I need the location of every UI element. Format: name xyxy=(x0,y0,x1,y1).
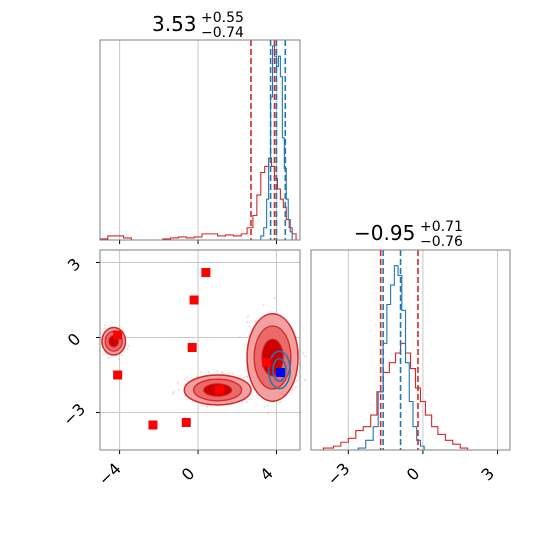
panel2-sample-dot xyxy=(238,335,241,338)
panel2-sample-dot xyxy=(304,379,307,382)
panel2-sample-dot xyxy=(185,376,188,379)
panel3-x-tick-label-2: 3 xyxy=(477,464,498,485)
panel2-sample-dot xyxy=(200,371,203,374)
panel2-sample-dot xyxy=(221,372,224,375)
panel2-sample-dot xyxy=(267,412,270,415)
panel2-sample-dot xyxy=(216,370,219,373)
panel2-blue-contour-inner-0 xyxy=(272,357,287,383)
panel2-red-marker-0 xyxy=(201,268,211,277)
panel3-title-plus: +0.71 xyxy=(420,219,463,235)
panel2-sample-dot xyxy=(291,388,294,391)
panel3-x-tick-label-1: 0 xyxy=(403,464,424,485)
panel2-sample-dot xyxy=(126,348,129,351)
panel2-sample-dot xyxy=(107,356,110,359)
panel2-sample-dot xyxy=(195,375,198,378)
panel2-sample-dot xyxy=(200,404,203,407)
panel3-frame xyxy=(310,249,511,451)
panel2-sample-dot xyxy=(177,381,180,384)
panel2-sample-dot xyxy=(241,400,244,403)
panel2-sample-dot xyxy=(172,392,175,395)
panel2-sample-dot xyxy=(246,315,249,318)
joint-contour-panel: −4 0 4 −3 0 3 xyxy=(59,249,307,489)
panel2-sample-dot xyxy=(117,357,120,360)
panel2-frame xyxy=(99,249,301,451)
panel2-red-marker-1 xyxy=(189,295,199,305)
panel2-sample-dot xyxy=(172,391,175,394)
panel2-red-marker-2 xyxy=(113,330,123,340)
panel2-sample-dot xyxy=(296,379,299,382)
panel3-red-hist-series xyxy=(322,342,472,451)
panel2-red-marker-8 xyxy=(148,420,158,430)
panel2-sample-dot xyxy=(279,400,282,403)
panel2-sample-dot xyxy=(207,370,210,373)
panel2-sample-dot xyxy=(245,401,248,404)
panel2-sample-dot xyxy=(177,388,180,391)
panel1-blue-hist-series xyxy=(260,45,297,241)
panel2-sample-dot xyxy=(120,353,123,356)
panel2-sample-dot xyxy=(103,327,106,330)
panel2-y-tick-label-1: 0 xyxy=(64,329,85,350)
marginal-hist-x-panel xyxy=(99,39,301,244)
panel2-x-tick-label-1: 0 xyxy=(178,464,199,485)
panel2-sample-dot xyxy=(294,386,297,389)
panel2-sample-dot xyxy=(127,344,130,347)
panel2-sample-dot xyxy=(304,355,307,358)
panel2-sample-dot xyxy=(183,378,186,381)
panel2-x-tick-label-2: 4 xyxy=(256,464,277,485)
panel2-sample-dot xyxy=(206,405,209,408)
panel2-sample-dot xyxy=(274,412,277,415)
panel2-sample-dot xyxy=(104,324,107,327)
panel2-sample-dot xyxy=(243,375,246,378)
panel3-title: −0.95 xyxy=(354,221,415,245)
panel2-sample-dot xyxy=(273,296,276,299)
panel2-x-tick-label-0: −4 xyxy=(95,459,125,489)
panel2-sample-dot xyxy=(262,304,265,307)
panel2-sample-dot xyxy=(102,353,105,356)
panel1-title-plus: +0.55 xyxy=(201,10,244,26)
panel3-title-value: −0.95 xyxy=(354,221,415,245)
panel2-red-marker-6 xyxy=(262,358,272,367)
panel2-sample-dot xyxy=(266,404,269,407)
panel1-title-minus: −0.74 xyxy=(201,25,244,41)
panel2-sample-dot xyxy=(246,321,249,324)
panel2-red-marker-5 xyxy=(215,385,225,395)
panel2-sample-dot xyxy=(111,321,114,324)
panel1-title: 3.53 xyxy=(152,12,197,36)
panel3-x-tick-label-0: −3 xyxy=(323,459,353,489)
panel3-title-minus: −0.76 xyxy=(420,234,463,250)
panel2-sample-dot xyxy=(248,398,251,401)
panel2-sample-dot xyxy=(254,320,257,323)
panel2-y-tick-label-0: −3 xyxy=(59,400,89,430)
panel1-frame xyxy=(99,39,301,241)
panel2-red-marker-3 xyxy=(187,343,197,352)
panel2-sample-dot xyxy=(302,352,305,355)
panel2-sample-dot xyxy=(248,325,251,328)
marginal-hist-y-panel: −3 0 3 xyxy=(310,249,511,489)
panel2-blue-contour-outer-0 xyxy=(267,350,291,390)
panel2-sample-dot xyxy=(231,373,234,376)
panel2-sample-dot xyxy=(245,375,248,378)
panel2-y-tick-label-2: 3 xyxy=(64,254,85,275)
panel2-sample-dot xyxy=(263,405,266,408)
panel2-blue-marker-0 xyxy=(275,368,285,377)
panel2-red-marker-7 xyxy=(181,418,191,427)
panel3-blue-hist-series xyxy=(357,265,429,451)
panel2-red-marker-4 xyxy=(113,370,123,380)
panel1-title-value: 3.53 xyxy=(152,12,197,36)
